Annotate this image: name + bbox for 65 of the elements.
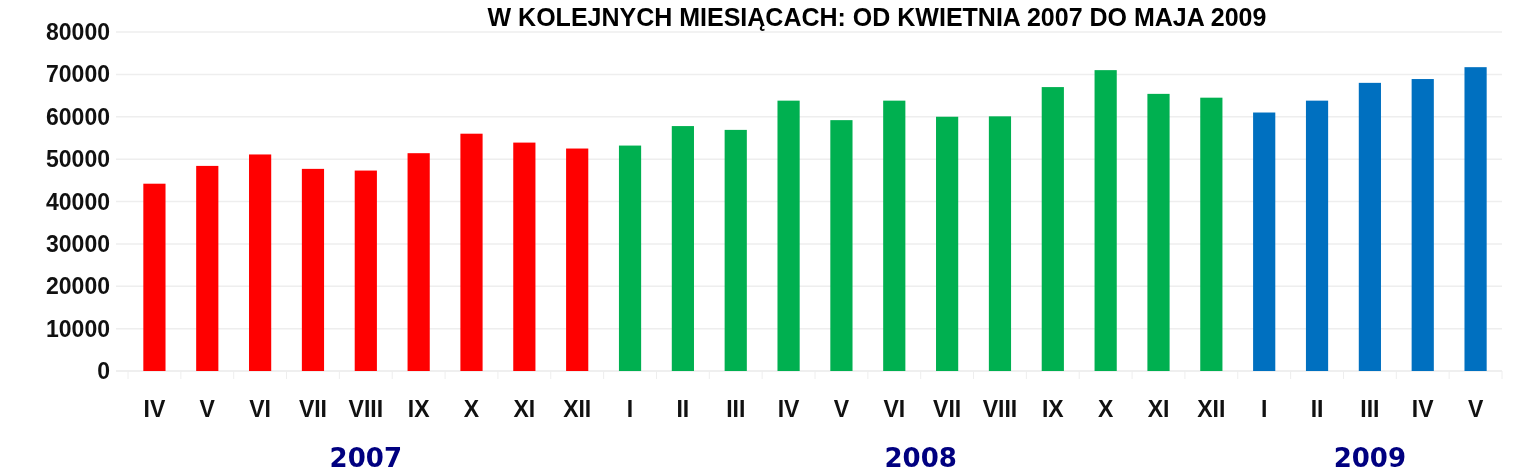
x-tick-label: VI — [883, 396, 906, 422]
bar — [1200, 97, 1223, 371]
bar — [460, 133, 483, 371]
x-tick-label: I — [626, 396, 634, 422]
text: 2007 — [329, 443, 402, 471]
x-tick-label: XII — [1197, 396, 1226, 422]
x-tick-label: VII — [933, 396, 962, 422]
x-tick-label: III — [726, 396, 746, 422]
bar — [1253, 112, 1276, 371]
y-tick-label: 80000 — [46, 19, 110, 46]
bar — [1464, 67, 1487, 371]
x-tick-label: V — [199, 396, 216, 422]
bar — [566, 148, 589, 371]
bar — [1094, 70, 1117, 371]
bar — [671, 126, 694, 371]
x-tick-label: VIII — [982, 396, 1018, 422]
x-tick-label: II — [676, 396, 690, 422]
x-tick-label: IV — [777, 396, 801, 422]
bar — [988, 116, 1012, 371]
y-tick-label: 0 — [97, 358, 110, 385]
y-tick-label: 20000 — [46, 273, 110, 300]
bar — [513, 142, 536, 371]
y-tick-label: 30000 — [46, 230, 110, 257]
x-tick-label: VIII — [348, 396, 384, 422]
bar — [883, 100, 906, 371]
bar — [1358, 82, 1381, 371]
text: 2008 — [884, 443, 957, 471]
x-tick-label: XII — [563, 396, 592, 422]
bar — [196, 165, 219, 371]
bar — [936, 116, 959, 371]
x-tick-label: I — [1261, 396, 1268, 422]
bar — [777, 100, 800, 371]
chart-title: W KOLEJNYCH MIESIĄCACH: OD KWIETNIA 2007 DO MAJA 2009 — [487, 3, 1267, 31]
y-tick-label: 70000 — [46, 61, 110, 88]
bar — [407, 153, 430, 371]
text: 2009 — [1333, 443, 1407, 471]
bar — [724, 129, 747, 371]
bar — [1041, 87, 1064, 371]
x-tick-label: XI — [1147, 396, 1170, 422]
bar — [1147, 93, 1170, 371]
y-tick-label: 10000 — [46, 315, 110, 342]
x-tick-label: IV — [1411, 396, 1435, 422]
x-tick-label: III — [1360, 396, 1380, 422]
x-tick-label: VII — [298, 396, 328, 422]
bar — [830, 120, 853, 371]
x-tick-label: VI — [249, 396, 271, 422]
y-tick-label: 60000 — [46, 103, 110, 130]
x-tick-label: X — [1097, 396, 1114, 422]
x-tick-label: V — [833, 396, 850, 422]
y-tick-label: 50000 — [46, 146, 110, 173]
x-tick-label: XI — [513, 396, 536, 422]
bar — [249, 154, 272, 371]
bar — [1411, 79, 1434, 371]
x-tick-label: X — [463, 396, 480, 422]
bar — [618, 145, 642, 371]
y-tick-label: 40000 — [46, 188, 110, 215]
bar — [301, 168, 325, 371]
x-tick-label: IX — [407, 396, 431, 422]
x-tick-label: IV — [143, 396, 166, 422]
bar — [143, 183, 166, 371]
x-tick-label: V — [1467, 396, 1484, 422]
bar — [354, 170, 377, 371]
x-tick-label: II — [1310, 396, 1324, 422]
x-tick-label: IX — [1041, 396, 1065, 422]
bar — [1305, 100, 1329, 371]
